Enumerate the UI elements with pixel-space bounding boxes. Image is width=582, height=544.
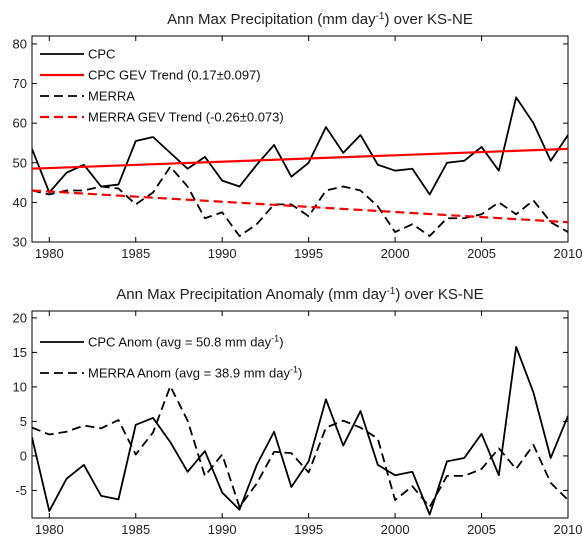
top-y-tick-label: 30	[13, 235, 27, 250]
top-series-line-1	[32, 147, 568, 170]
bottom-x-tick-label: 2000	[381, 522, 410, 537]
top-y-tick-label: 60	[13, 116, 27, 131]
bottom-y-tick-label: 10	[13, 379, 27, 394]
top-series-line-0	[32, 96, 568, 196]
top-chart-title: Ann Max Precipitation (mm day-1) over KS…	[167, 11, 473, 29]
top-chart: Ann Max Precipitation (mm day-1) over KS…	[13, 11, 582, 262]
bottom-y-tick-label: -5	[15, 483, 27, 498]
top-x-tick-label: 2005	[467, 246, 496, 261]
top-x-tick-label: 1985	[121, 246, 150, 261]
bottom-chart-title: Ann Max Precipitation Anomaly (mm day-1)…	[116, 286, 483, 304]
top-x-tick-label: 2010	[554, 246, 582, 261]
top-series-line-2	[32, 165, 568, 237]
bottom-y-tick-label: 5	[20, 414, 27, 429]
bottom-y-tick-label: 15	[13, 345, 27, 360]
top-legend-label: CPC GEV Trend (0.17±0.097)	[88, 68, 261, 83]
top-x-tick-label: 1990	[208, 246, 237, 261]
top-series-line-3	[32, 189, 568, 224]
bottom-y-tick-label: 0	[20, 448, 27, 463]
top-legend: CPC CPC GEV Trend (0.17±0.097) MERRA MERRA …	[40, 47, 284, 125]
bottom-chart: Ann Max Precipitation Anomaly (mm day-1)…	[13, 286, 582, 538]
top-x-tick-label: 1980	[35, 246, 64, 261]
bottom-plot-area	[32, 345, 568, 516]
top-y-tick-label: 40	[13, 195, 27, 210]
top-y-tick-label: 70	[13, 76, 27, 91]
bottom-legend-label: CPC Anom (avg = 50.8 mm day-1)	[88, 334, 284, 350]
bottom-x-tick-label: 2010	[554, 522, 582, 537]
bottom-legend-label: MERRA Anom (avg = 38.9 mm day-1)	[88, 365, 302, 381]
bottom-x-tick-label: 1990	[208, 522, 237, 537]
bottom-series-line-1	[32, 385, 568, 508]
top-x-tick-label: 2000	[381, 246, 410, 261]
bottom-y-tick-label: 20	[13, 310, 27, 325]
top-legend-label: MERRA	[88, 89, 135, 104]
bottom-x-tick-label: 1980	[35, 522, 64, 537]
top-y-tick-label: 80	[13, 36, 27, 51]
top-plot-frame	[31, 35, 569, 243]
bottom-plot-frame	[31, 310, 569, 519]
bottom-series-line-0	[32, 345, 568, 516]
top-x-tick-label: 1995	[294, 246, 323, 261]
bottom-x-tick-label: 1985	[121, 522, 150, 537]
top-y-tick-label: 50	[13, 155, 27, 170]
top-legend-label: MERRA GEV Trend (-0.26±0.073)	[88, 110, 284, 125]
top-legend-label: CPC	[88, 47, 115, 62]
top-plot-area	[32, 96, 568, 237]
bottom-x-tick-label: 2005	[467, 522, 496, 537]
bottom-x-tick-label: 1995	[294, 522, 323, 537]
bottom-legend: CPC Anom (avg = 50.8 mm day-1) MERRA Anom…	[40, 334, 302, 381]
